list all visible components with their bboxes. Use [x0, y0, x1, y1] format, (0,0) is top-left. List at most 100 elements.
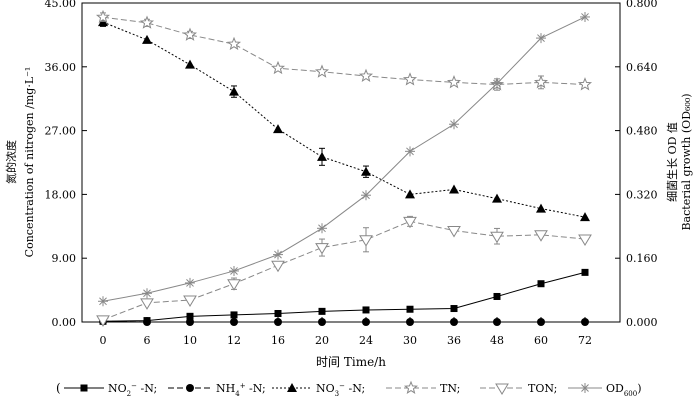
x-tick-label: 60 — [534, 334, 548, 347]
right-axis-titles: Bacterial growth (OD₆₀₀) 细菌生长 OD 值 — [665, 93, 693, 230]
data-point — [406, 318, 414, 326]
y-right-tick-label: 0.640 — [626, 61, 658, 74]
legend-item: NO2− -N; — [64, 382, 157, 398]
legend-label-superscript: − — [131, 382, 137, 390]
data-point — [450, 305, 458, 313]
data-point — [580, 11, 590, 22]
data-point — [537, 318, 545, 326]
data-point — [449, 119, 459, 130]
data-point — [580, 383, 590, 393]
y-right-tick-label: 0.160 — [626, 252, 658, 265]
legend-item: NH4+ -N; — [168, 382, 266, 398]
legend: ( NO2− -N; NH4+ -N; NO3− -N; TN; TON; OD600) — [56, 380, 642, 398]
data-point — [185, 277, 195, 288]
data-point — [270, 60, 286, 75]
data-point — [227, 279, 241, 291]
data-point — [183, 295, 197, 307]
data-point — [315, 243, 329, 255]
y-right-tick-label: 0.480 — [626, 125, 658, 138]
data-point — [580, 212, 590, 222]
data-point — [273, 249, 283, 260]
y-right-tick-label: 0.000 — [626, 316, 658, 329]
data-point — [492, 78, 502, 89]
data-point — [318, 318, 326, 326]
data-point — [230, 311, 238, 319]
x-tick-label: 36 — [447, 334, 461, 347]
y-left-tick-label: 45.00 — [45, 0, 77, 10]
data-point — [447, 226, 461, 238]
series-no-n — [99, 268, 589, 325]
data-point — [403, 380, 419, 394]
data-point — [142, 288, 152, 299]
series-no-n — [98, 17, 590, 222]
data-point — [96, 315, 110, 327]
data-point — [230, 318, 238, 326]
x-tick-label: 10 — [183, 334, 197, 347]
x-axis-title: 时间 Time/h — [316, 355, 386, 369]
legend-label-superscript: + — [240, 382, 246, 390]
data-point — [186, 312, 194, 320]
legend-label-suffix: -N; — [137, 382, 157, 395]
data-point — [142, 34, 152, 44]
data-point — [229, 265, 239, 276]
legend-label-superscript: − — [339, 382, 345, 390]
asterisk-stroke — [537, 34, 545, 42]
data-point — [493, 318, 501, 326]
data-point — [98, 296, 108, 307]
y-left-tick-label: 36.00 — [45, 61, 77, 74]
data-point — [140, 298, 154, 310]
data-point — [186, 318, 194, 326]
data-point — [359, 235, 373, 247]
data-point — [405, 146, 415, 157]
y-left-title: Concentration of nitrogen /mg·L⁻¹ — [23, 67, 36, 258]
series-line — [102, 21, 586, 218]
data-point — [362, 306, 370, 314]
legend-label: NO3− -N; — [316, 382, 365, 398]
series-line — [102, 320, 585, 323]
y-left-tick-label: 0.00 — [52, 316, 77, 329]
data-point — [450, 318, 458, 326]
data-point — [406, 305, 414, 313]
data-point — [537, 280, 545, 288]
data-point — [581, 268, 589, 276]
y-right-title: Bacterial growth (OD₆₀₀) — [680, 93, 693, 230]
data-point — [536, 203, 546, 213]
series-layer — [95, 9, 593, 327]
series-od600 — [98, 11, 590, 307]
data-point — [314, 64, 330, 78]
data-point — [273, 124, 283, 134]
data-point — [495, 383, 509, 395]
data-point — [536, 33, 546, 44]
asterisk-stroke — [274, 250, 282, 259]
y-right-tick-label: 0.800 — [626, 0, 658, 10]
legend-item: NO3− -N; — [272, 382, 365, 398]
data-point — [449, 184, 459, 194]
data-point — [361, 166, 371, 176]
data-point — [405, 189, 415, 199]
asterisk-stroke — [406, 147, 414, 156]
data-point — [493, 292, 501, 300]
asterisk-stroke — [318, 224, 326, 233]
data-point — [362, 318, 370, 326]
data-point — [274, 318, 282, 326]
legend-open-paren: ( — [56, 381, 61, 395]
legend-item: OD600) — [568, 382, 642, 398]
data-point — [534, 230, 548, 242]
asterisk-stroke — [186, 279, 194, 287]
x-tick-label: 12 — [227, 334, 241, 347]
data-point — [95, 9, 111, 24]
data-point — [287, 383, 297, 392]
asterisk-stroke — [143, 289, 151, 298]
legend-label-subscript: 3 — [335, 390, 339, 398]
data-point — [533, 75, 549, 89]
data-point — [271, 260, 285, 273]
x-tick-label: 72 — [578, 334, 592, 347]
data-point — [581, 318, 589, 326]
legend-label-suffix: -N; — [246, 382, 266, 395]
series-line — [102, 220, 586, 321]
data-point — [492, 193, 502, 203]
data-point — [226, 36, 242, 51]
x-tick-label: 30 — [403, 334, 417, 347]
data-point — [318, 307, 326, 315]
